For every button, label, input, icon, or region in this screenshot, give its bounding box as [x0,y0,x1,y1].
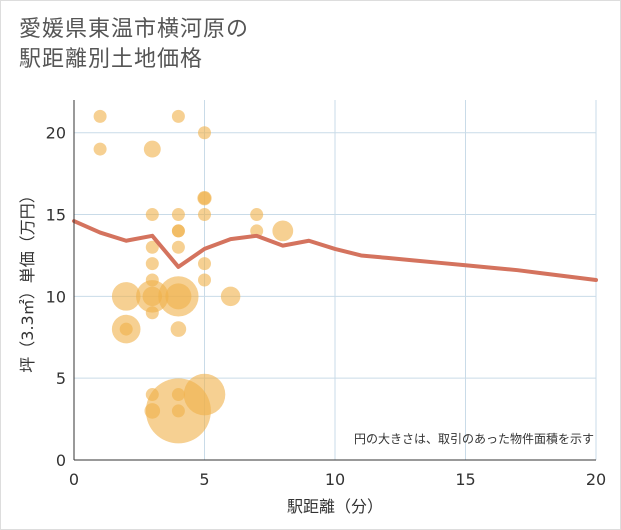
title-line-2: 駅距離別土地価格 [19,47,204,72]
scatter-point [145,240,159,254]
average-price-line [72,219,598,282]
x-tick-label: 15 [455,470,475,489]
x-axis-title: 駅距離（分） [287,497,383,516]
line-layer [72,219,598,282]
scatter-point [171,404,185,418]
scatter-point [198,191,211,205]
title-line-1: 愛媛県東温市横河原の [19,17,250,42]
scatter-point [220,286,241,307]
scatter-point [198,208,211,222]
scatter-point [111,282,141,311]
scatter-point [250,208,264,222]
scatter-point [145,257,159,271]
scatter-point [119,322,133,336]
scatter-point [93,109,107,123]
x-tick-label: 20 [586,470,606,489]
x-tick-label: 5 [199,470,209,489]
scatter-point [165,283,192,310]
scatter-point [142,286,163,307]
scatter-point [198,257,211,271]
scatter-point [250,224,264,238]
y-tick-label: 5 [56,369,66,388]
scatter-point [170,321,187,337]
axis-layer: 0 5 10 15 20 0 5 10 15 20 [46,100,606,489]
bubble-size-note: 円の大きさは、取引のあった物件面積を示す [354,431,594,446]
scatter-point [171,224,185,238]
y-axis-title: 坪（3.3㎡）単価（万円） [18,187,37,372]
y-tick-label: 20 [46,124,66,143]
y-tick-label: 15 [46,206,66,225]
scatter-point [143,140,161,158]
scatter-point [198,126,211,140]
scatter-point [198,273,211,287]
scatter-point [145,306,159,320]
y-tick-label: 10 [46,287,66,306]
scatter-point [272,220,294,242]
x-tick-label: 10 [325,470,345,489]
bubble-layer [93,109,294,444]
scatter-point [145,208,159,222]
scatter-point [171,208,185,222]
scatter-point [93,142,107,156]
x-tick-label: 0 [69,470,79,489]
chart-title: 愛媛県東温市横河原の 駅距離別土地価格 [19,15,249,75]
y-tick-label: 0 [56,451,66,470]
scatter-point [171,109,185,123]
scatter-point [171,240,185,254]
